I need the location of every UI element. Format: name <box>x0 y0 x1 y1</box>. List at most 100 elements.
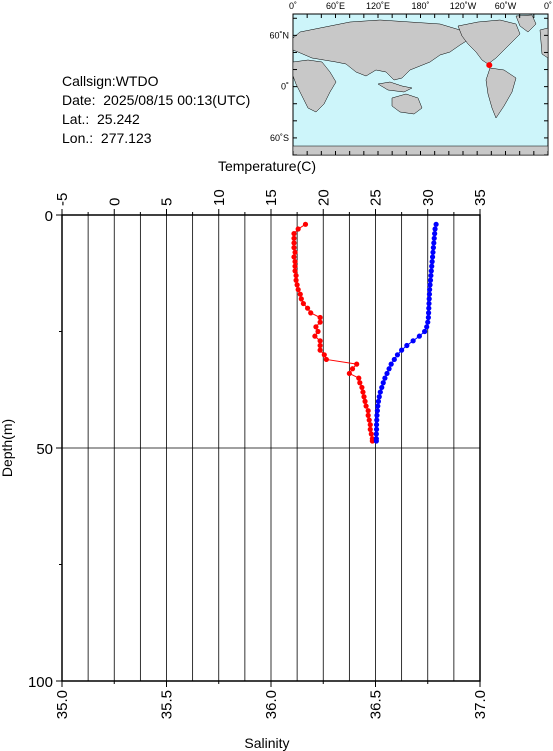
salinity-tick-label: 36.5 <box>368 690 385 719</box>
salinity-point <box>380 380 386 386</box>
temperature-tick-label: 25 <box>368 189 385 206</box>
map-lat-label: 60˚N <box>269 30 289 40</box>
salinity-point <box>384 370 390 377</box>
salinity-point <box>430 249 436 255</box>
station-marker-icon <box>486 62 493 69</box>
salinity-point <box>424 324 430 330</box>
temperature-point <box>356 375 362 381</box>
station-info: Callsign:WTDO Date: 2025/08/15 00:13(UTC… <box>62 72 250 148</box>
temperature-point <box>360 389 366 395</box>
temperature-point <box>292 268 298 274</box>
salinity-point <box>429 263 435 269</box>
salinity-point <box>404 342 410 349</box>
temperature-tick-label: 15 <box>263 189 280 206</box>
temperature-tick-label: 10 <box>211 189 228 206</box>
callsign-text: Callsign:WTDO <box>62 73 159 89</box>
salinity-point <box>373 431 379 437</box>
temperature-point <box>317 338 323 344</box>
temperature-point <box>291 240 297 246</box>
map-lon-label: 60˚W <box>495 1 517 11</box>
salinity-point <box>429 259 435 265</box>
salinity-point <box>426 305 432 311</box>
temperature-point <box>362 398 368 404</box>
temperature-point <box>321 352 327 358</box>
salinity-point <box>410 338 416 344</box>
temperature-point <box>293 272 299 279</box>
temperature-point <box>294 282 300 288</box>
temperature-point <box>291 245 297 251</box>
lat-text: Lat.: 25.242 <box>62 111 140 127</box>
temperature-point <box>297 291 303 297</box>
salinity-point <box>428 268 434 274</box>
temperature-point <box>354 361 360 367</box>
temperature-point <box>359 384 365 391</box>
temperature-tick-label: 0 <box>106 198 123 206</box>
temperature-point <box>291 231 297 237</box>
temperature-point <box>291 254 297 260</box>
temperature-point <box>292 249 298 255</box>
salinity-point <box>377 389 383 395</box>
temperature-point <box>295 226 301 232</box>
temperature-point <box>369 438 375 444</box>
temperature-point <box>346 370 352 377</box>
temperature-point <box>292 263 298 269</box>
salinity-point <box>382 375 388 381</box>
temperature-series-line <box>293 223 373 442</box>
temperature-point <box>363 403 369 409</box>
depth-axis-title: Depth(m) <box>0 419 15 477</box>
salinity-point <box>375 398 382 404</box>
salinity-point <box>391 356 397 363</box>
temperature-point <box>366 417 372 423</box>
depth-tick-label: 50 <box>36 441 53 458</box>
temperature-point <box>304 305 311 311</box>
salinity-point <box>432 231 438 237</box>
chart-grid <box>62 215 480 681</box>
temperature-point <box>295 286 301 293</box>
temperature-point <box>367 426 373 432</box>
salinity-point <box>425 319 431 325</box>
salinity-point <box>422 328 428 335</box>
temperature-tick-label: 30 <box>420 189 437 206</box>
map-lon-label: 120˚W <box>450 1 477 11</box>
salinity-point <box>375 403 381 409</box>
temperature-point <box>293 277 299 283</box>
salinity-tick-label: 35.0 <box>54 690 71 719</box>
temperature-tick-label: 20 <box>315 189 332 206</box>
temperature-point <box>317 342 323 349</box>
map-lat-label: 60˚S <box>270 133 289 143</box>
temperature-axis-title: Temperature(C) <box>218 158 316 174</box>
salinity-point <box>431 240 437 246</box>
temperature-tick-label: -5 <box>54 193 71 206</box>
salinity-point <box>426 291 433 297</box>
map-lon-label: 60˚E <box>326 1 345 11</box>
salinity-point <box>428 272 434 279</box>
salinity-point <box>426 300 432 307</box>
salinity-point <box>399 347 405 353</box>
temperature-point <box>317 319 323 325</box>
salinity-point <box>373 426 380 432</box>
salinity-tick-label: 36.0 <box>263 690 280 719</box>
salinity-point <box>374 417 380 423</box>
temperature-point <box>323 356 329 363</box>
salinity-point <box>430 245 436 251</box>
salinity-point <box>426 296 432 302</box>
salinity-point <box>379 384 385 391</box>
temperature-point <box>302 221 309 227</box>
salinity-point <box>427 282 433 288</box>
temperature-point <box>365 412 371 418</box>
salinity-point <box>433 221 439 227</box>
salinity-series-line <box>375 224 437 442</box>
temperature-point <box>313 324 319 330</box>
temperature-point <box>368 431 374 437</box>
salinity-point <box>427 286 433 293</box>
temperature-point <box>300 300 306 307</box>
temperature-point <box>349 366 356 372</box>
temperature-point <box>292 259 298 265</box>
salinity-point <box>394 352 401 358</box>
temperature-point <box>317 314 323 321</box>
salinity-point <box>432 226 438 232</box>
salinity-point <box>373 422 380 428</box>
salinity-point <box>425 310 432 316</box>
